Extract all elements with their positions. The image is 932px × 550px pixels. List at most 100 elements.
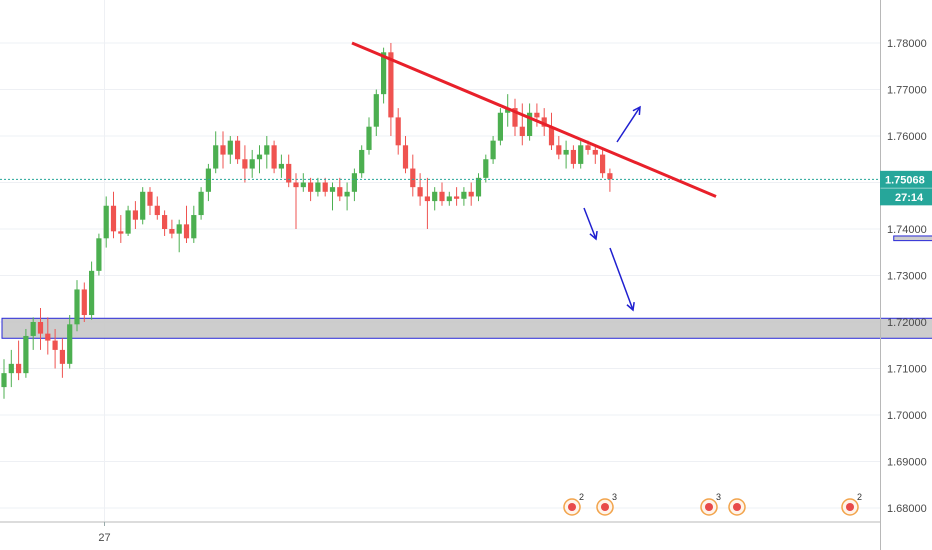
candle <box>417 173 423 206</box>
candle <box>23 328 29 378</box>
candle <box>59 338 65 378</box>
candle <box>446 191 452 206</box>
candle-body <box>512 108 518 127</box>
candle-body <box>16 363 22 374</box>
candle-body <box>30 322 36 336</box>
candle <box>96 233 102 276</box>
candle-body <box>125 210 131 234</box>
candle <box>213 131 219 174</box>
candle-body <box>293 182 299 188</box>
candle-body <box>59 349 65 364</box>
candle <box>118 215 124 243</box>
y-tick-label: 1.70000 <box>887 410 927 422</box>
candle <box>162 210 168 236</box>
candle <box>600 149 606 178</box>
event-markers: 2 3 3 2 <box>563 492 862 516</box>
candle-body <box>183 224 190 239</box>
candle-body <box>373 94 379 127</box>
countdown-label: 27:14 <box>895 192 924 204</box>
candle-body <box>454 196 460 199</box>
candle-body <box>96 238 102 271</box>
candle-body <box>585 145 591 150</box>
y-tick-label: 1.68000 <box>887 503 927 515</box>
candle-body <box>103 205 109 239</box>
candle <box>461 187 467 206</box>
event-marker[interactable]: 2 <box>841 492 862 516</box>
candle <box>227 136 233 164</box>
candle-body <box>110 205 117 232</box>
candle-body <box>424 196 430 202</box>
event-marker[interactable]: 3 <box>700 492 721 516</box>
candle-body <box>359 149 365 174</box>
candle-body <box>89 270 95 316</box>
x-tick-label: 27 <box>98 532 110 544</box>
candle <box>110 191 117 239</box>
candle <box>242 145 248 183</box>
candle-body <box>563 149 569 155</box>
candle-body <box>388 52 394 118</box>
candle-body <box>140 191 146 220</box>
candle-body <box>271 145 277 169</box>
candle <box>556 136 562 160</box>
candle <box>249 149 255 178</box>
candle <box>278 154 284 178</box>
candle <box>541 108 547 136</box>
flag-icon <box>601 503 609 511</box>
event-marker[interactable] <box>728 498 746 516</box>
grid <box>0 0 880 522</box>
candle-body <box>235 140 241 160</box>
candle <box>37 308 44 350</box>
candle-body <box>607 173 613 180</box>
y-tick-label: 1.78000 <box>887 38 927 50</box>
candle-body <box>278 163 284 169</box>
candle-body <box>169 229 175 234</box>
candle <box>286 154 292 188</box>
candle-body <box>534 112 540 118</box>
event-marker[interactable]: 2 <box>563 492 584 516</box>
candle <box>8 349 14 388</box>
candle-body <box>176 224 182 234</box>
candle <box>132 201 138 229</box>
y-tick-label: 1.73000 <box>887 271 927 283</box>
candle <box>45 317 51 355</box>
candle-body <box>45 333 51 341</box>
candle <box>395 108 401 155</box>
candle-body <box>490 140 496 160</box>
candle-body <box>213 145 219 169</box>
candle <box>527 103 533 141</box>
candle-body <box>67 324 73 364</box>
candle <box>497 108 503 146</box>
flag-icon <box>568 503 576 511</box>
candle <box>505 94 511 127</box>
candle-body <box>300 182 306 188</box>
event-marker[interactable]: 3 <box>596 492 617 516</box>
candle-body <box>344 191 350 197</box>
candle-body <box>8 363 14 374</box>
event-count: 2 <box>579 492 584 502</box>
candle-body <box>242 159 248 169</box>
candle-body <box>395 117 401 146</box>
candle-body <box>483 159 489 178</box>
candle <box>220 131 226 169</box>
candle <box>205 163 211 202</box>
candle-body <box>205 168 211 192</box>
candle-body <box>322 182 328 192</box>
candle <box>490 136 496 164</box>
support-zone <box>1 317 932 339</box>
direction-arrow <box>609 247 635 312</box>
current-price-label: 1.75068 <box>885 174 925 186</box>
candle <box>74 280 80 332</box>
trendline <box>351 41 717 198</box>
candle <box>388 43 394 136</box>
candle <box>89 261 95 320</box>
candle-body <box>23 335 29 374</box>
candle <box>300 173 306 192</box>
candle <box>607 168 613 192</box>
candle-body <box>366 126 372 150</box>
candle <box>548 112 555 150</box>
event-count: 3 <box>612 492 617 502</box>
candle <box>366 117 372 155</box>
candle-body <box>308 182 314 192</box>
candle-body <box>315 182 321 192</box>
